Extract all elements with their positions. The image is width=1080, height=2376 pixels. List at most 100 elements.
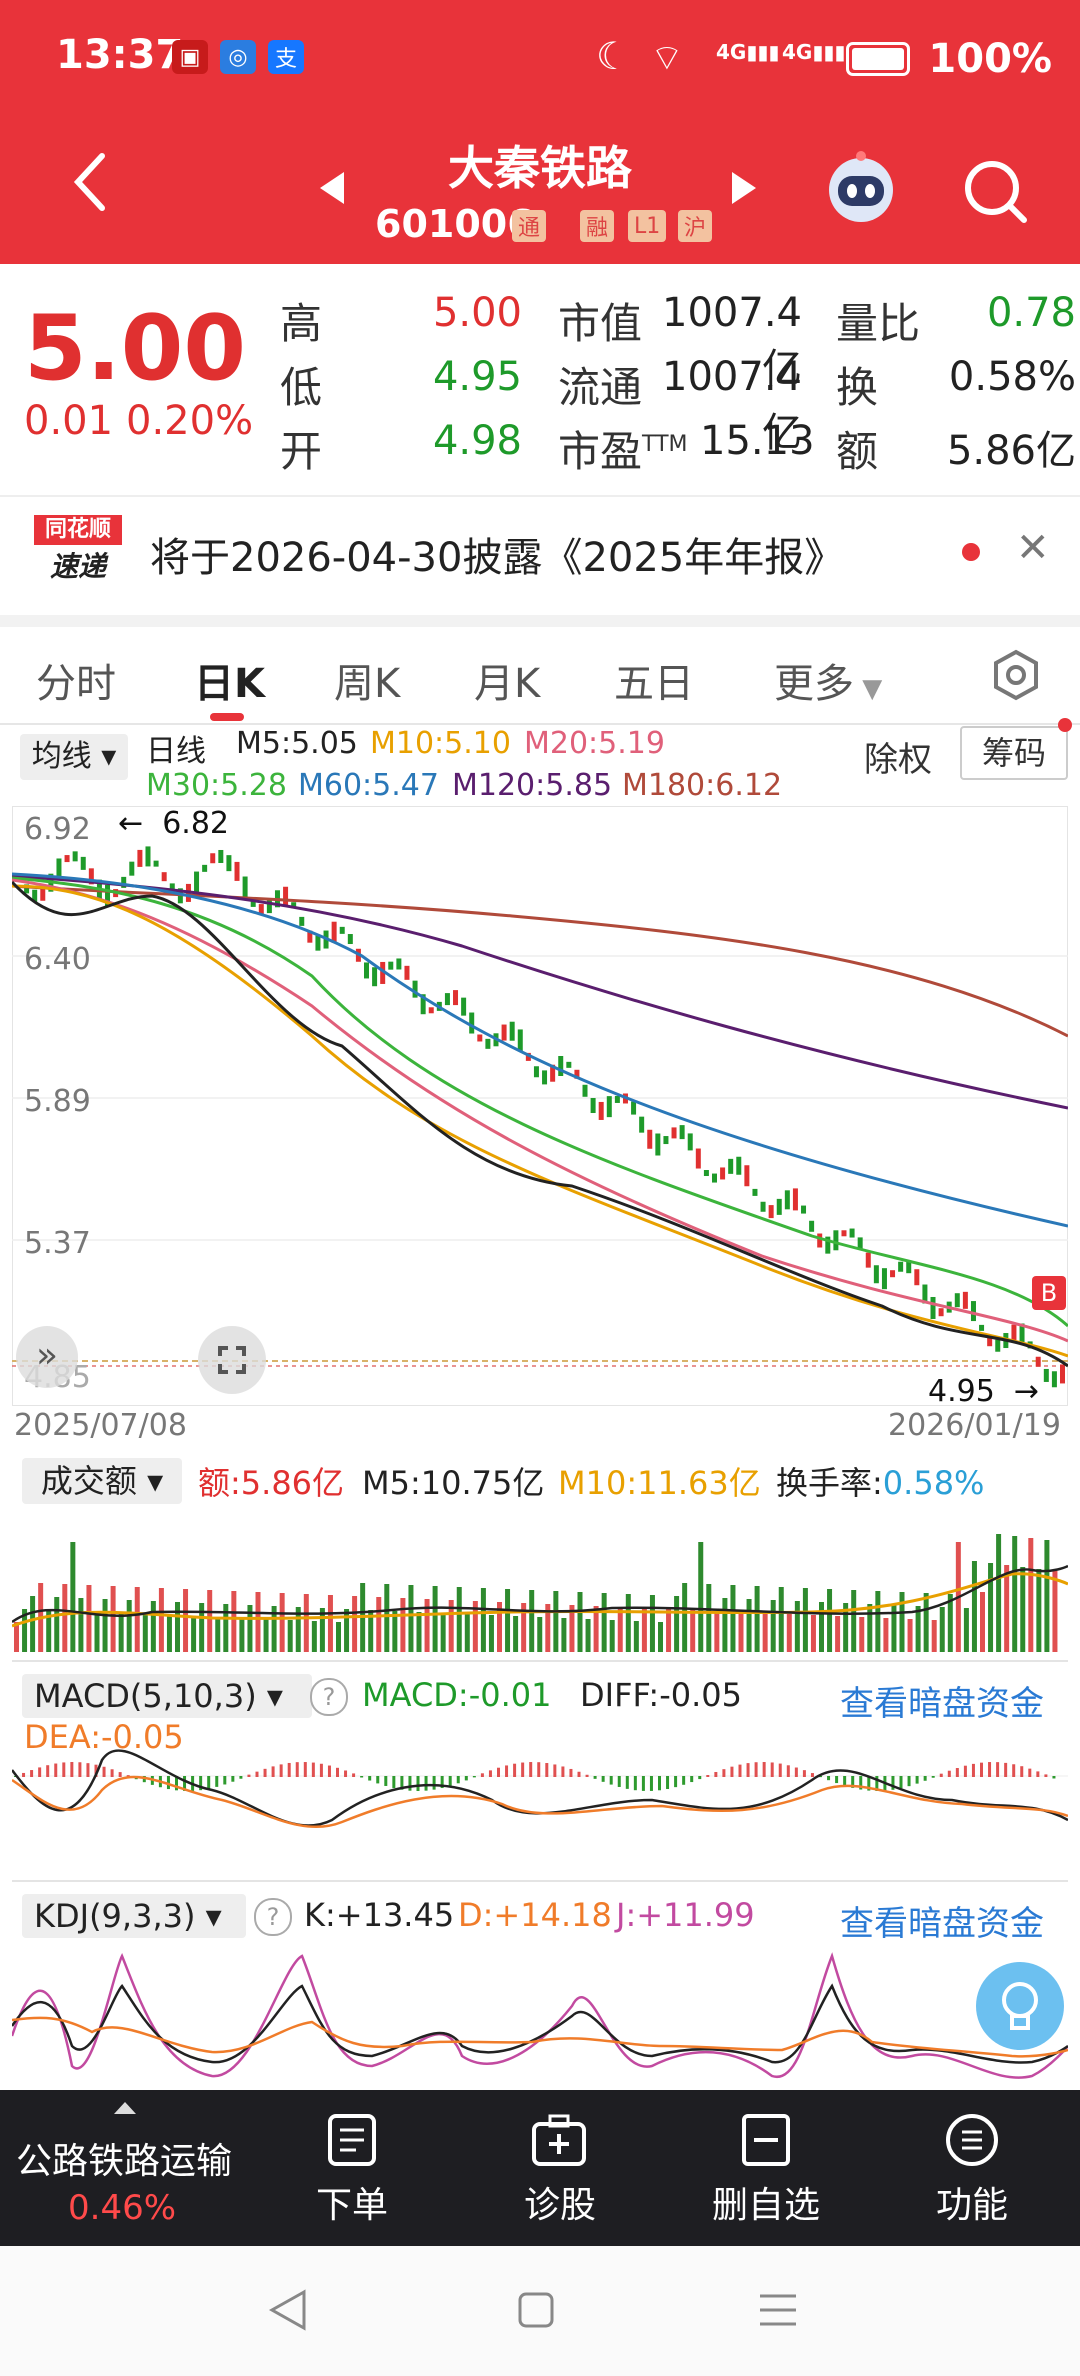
ex-rights-button[interactable]: 除权 — [864, 740, 932, 780]
expand-chart-icon[interactable]: » — [16, 1326, 78, 1388]
candle — [331, 921, 337, 943]
macd-chart[interactable] — [12, 1740, 1068, 1866]
macd-bar — [110, 1769, 114, 1777]
nav-back-icon[interactable] — [266, 2288, 310, 2336]
volume-selector[interactable]: 成交额 ▾ — [22, 1458, 182, 1504]
volume-bar — [1052, 1571, 1058, 1652]
tab-monthly-k[interactable]: 月K — [474, 661, 541, 707]
kdj-dark-pool-link[interactable]: 查看暗盘资金 — [840, 1904, 1044, 1944]
macd-value: MACD:-0.01 — [362, 1676, 552, 1714]
volume-bar — [875, 1591, 881, 1652]
macd-bar — [666, 1776, 670, 1789]
volume-bar — [674, 1596, 680, 1652]
kline-chart[interactable] — [12, 806, 1068, 1406]
volume-bar — [22, 1609, 28, 1652]
volume-bar — [102, 1599, 108, 1652]
candle — [266, 899, 272, 914]
nav-home-icon[interactable] — [516, 2290, 556, 2334]
volume-bar — [344, 1609, 350, 1652]
tab-daily-k[interactable]: 日K — [194, 661, 265, 707]
candle — [1019, 1323, 1025, 1345]
volume-bar — [505, 1589, 511, 1652]
tab-fenshi[interactable]: 分时 — [36, 661, 116, 707]
candle — [1051, 1371, 1057, 1388]
ma-selector[interactable]: 均线 ▾ — [20, 734, 128, 780]
chevron-up-icon[interactable] — [112, 2100, 138, 2120]
prev-stock-icon[interactable] — [318, 170, 346, 210]
order-button[interactable]: 下单 — [315, 2185, 388, 2226]
kdj-help-icon[interactable]: ? — [254, 1898, 292, 1936]
volume-bar — [778, 1587, 784, 1652]
candle — [234, 861, 240, 881]
volume-bar — [939, 1607, 945, 1652]
chip-button[interactable]: 筹码 — [960, 726, 1068, 780]
candle — [299, 916, 305, 926]
tab-five-day[interactable]: 五日 — [614, 661, 694, 707]
diagnose-button[interactable]: 诊股 — [523, 2185, 596, 2226]
kdj-d: D:+14.18 — [458, 1896, 612, 1934]
ma20-label: M20:5.19 — [524, 726, 665, 761]
macd-bar — [891, 1776, 895, 1790]
notice-bar[interactable]: 同花顺 速递 将于2026-04-30披露《2025年年报》 ✕ — [0, 495, 1080, 607]
robot-assistant-icon[interactable] — [822, 150, 900, 232]
volume-bar — [1044, 1540, 1050, 1652]
volume-chart[interactable] — [12, 1514, 1068, 1652]
volume-bar — [247, 1605, 253, 1652]
macd-dark-pool-link[interactable]: 查看暗盘资金 — [840, 1684, 1044, 1724]
next-stock-icon[interactable] — [730, 170, 758, 210]
notice-text[interactable]: 将于2026-04-30披露《2025年年报》 — [150, 535, 845, 581]
price-change: 0.01 — [24, 398, 114, 444]
kdj-k: K:+13.45 — [304, 1896, 455, 1934]
macd-bar — [899, 1776, 903, 1789]
close-icon[interactable]: ✕ — [1016, 525, 1050, 571]
ma5-label: M5:5.05 — [236, 726, 358, 761]
buy-signal-badge[interactable]: B — [1032, 1276, 1066, 1310]
status-bar: 13:37 ▣ ◎ 支 ☾ ⌔ 4G▮▮▮ 4G▮▮▮ 100% — [0, 0, 1080, 118]
volume-bar — [231, 1591, 237, 1652]
low-label: 低 — [280, 363, 323, 412]
mktcap-label: 市值 — [558, 299, 643, 348]
ma180-label: M180:6.12 — [622, 768, 783, 803]
kdj-chart[interactable] — [12, 1946, 1068, 2090]
candle — [153, 860, 159, 867]
remove-watchlist-button[interactable]: 删自选 — [711, 2185, 820, 2226]
sector-pct: 0.46% — [68, 2188, 177, 2228]
macd-bar — [939, 1773, 943, 1777]
candle — [380, 961, 386, 984]
fullscreen-icon[interactable] — [198, 1326, 266, 1394]
volume-bar — [649, 1595, 655, 1652]
idea-bulb-icon[interactable] — [976, 1962, 1064, 2050]
macd-help-icon[interactable]: ? — [310, 1678, 348, 1716]
back-icon[interactable] — [70, 150, 110, 229]
macd-bar — [464, 1776, 468, 1781]
unread-dot — [962, 543, 980, 561]
tab-more[interactable]: 更多 ▼ — [774, 661, 883, 707]
candle — [388, 961, 394, 970]
sector-name[interactable]: 公路铁路运输 — [16, 2141, 233, 2182]
volume-bar — [666, 1609, 672, 1652]
volume-bar — [46, 1610, 52, 1652]
mktcap-value: 1007.4亿 — [662, 290, 802, 392]
wifi-icon: ⌔ — [650, 38, 684, 79]
function-button[interactable]: 功能 — [935, 2185, 1008, 2226]
volume-bar — [384, 1584, 390, 1652]
candle — [533, 1066, 539, 1078]
nav-menu-icon[interactable] — [758, 2292, 798, 2332]
volume-bar — [424, 1599, 430, 1652]
chart-settings-icon[interactable] — [990, 649, 1042, 705]
macd-bar — [553, 1764, 557, 1777]
macd-bar — [521, 1762, 525, 1777]
candle — [898, 1261, 904, 1272]
macd-bar — [778, 1763, 782, 1777]
kdj-selector[interactable]: KDJ(9,3,3) ▾ — [22, 1894, 246, 1938]
volume-bar — [416, 1612, 422, 1652]
candle — [194, 871, 200, 893]
volume-bar — [851, 1590, 857, 1652]
tab-weekly-k[interactable]: 周K — [334, 661, 401, 707]
macd-selector[interactable]: MACD(5,10,3) ▾ — [22, 1674, 312, 1718]
candle — [56, 858, 62, 880]
ma10-label: M10:5.10 — [370, 726, 511, 761]
candle — [712, 1173, 717, 1183]
search-icon[interactable] — [962, 158, 1028, 228]
macd-bar — [440, 1776, 444, 1789]
